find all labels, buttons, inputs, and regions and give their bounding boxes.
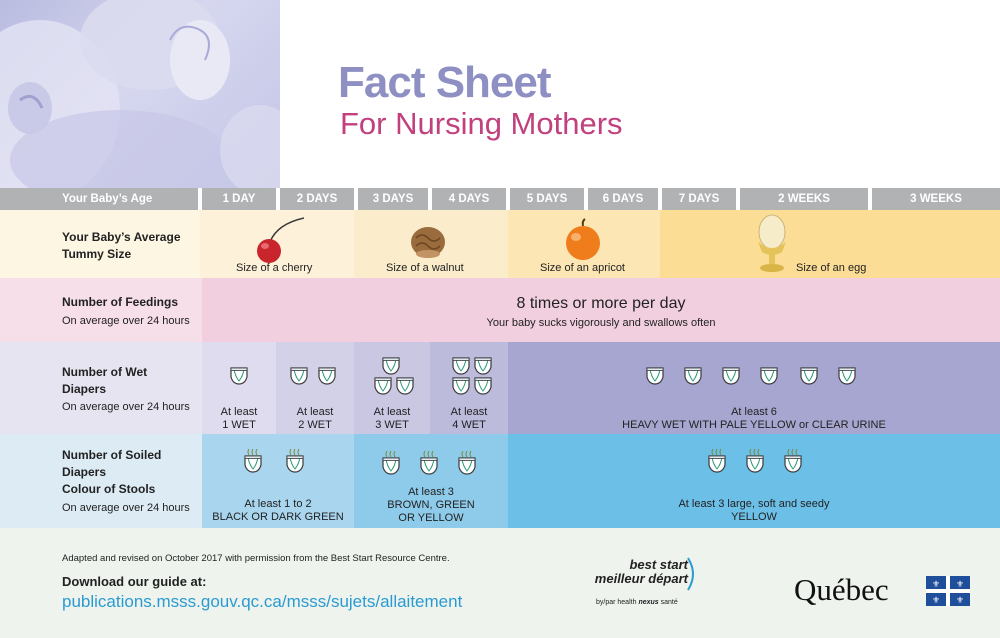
soiled-diaper-icon (420, 450, 438, 475)
wet-caption-2: At least 2 WET (296, 406, 334, 431)
tummy-caption-cherry: Size of a cherry (236, 262, 313, 274)
row-soiled-diapers: Number of Soiled Diapers Colour of Stool… (0, 434, 1000, 528)
age-col-6-days: 6 DAYS (588, 188, 658, 210)
svg-text:⚜: ⚜ (932, 596, 940, 606)
soiled-diaper-icon (708, 448, 726, 473)
wet-diaper-icon (396, 370, 414, 395)
row-wet-diapers: Number of Wet Diapers On average over 24… (0, 342, 1000, 434)
age-col-3-weeks: 3 WEEKS (872, 188, 1000, 210)
wet-caption-1: At least 1 WET (220, 406, 258, 431)
tummy-caption-walnut: Size of a walnut (386, 262, 464, 274)
soiled-caption-3: At least 3 large, soft and seedy YELLOW (678, 498, 830, 523)
soiled-caption-2: At least 3 BROWN, GREEN OR YELLOW (387, 486, 475, 524)
age-header-label: Your Baby’s Age (0, 188, 198, 210)
best-start-byline: by/par health nexus santé (596, 599, 678, 606)
quebec-logo-text: Québec (794, 572, 889, 607)
tummy-caption-apricot: Size of an apricot (540, 262, 625, 274)
wet-seg-1 (202, 342, 276, 434)
wet-diaper-icon (290, 360, 308, 385)
wet-diaper-icon (318, 360, 336, 385)
footer: Adapted and revised on October 2017 with… (0, 528, 1000, 638)
wet-caption-4: At least 4 WET (450, 406, 488, 431)
svg-text:⚜: ⚜ (956, 596, 964, 606)
soiled-diaper-icon (784, 448, 802, 473)
age-col-7-days: 7 DAYS (662, 188, 736, 210)
soiled-sub: On average over 24 hours (62, 502, 190, 514)
soiled-diaper-icon (458, 450, 476, 475)
soiled-diaper-icon (746, 448, 764, 473)
age-col-3-days: 3 DAYS (358, 188, 428, 210)
wet-seg-6 (508, 342, 1000, 434)
wet-diaper-icon (646, 360, 664, 385)
feedings-sub: On average over 24 hours (62, 315, 190, 327)
age-col-2-days: 2 DAYS (280, 188, 354, 210)
wet-diaper-icon (452, 370, 470, 395)
apricot-icon (566, 218, 600, 260)
soiled-label: Number of Soiled Diapers Colour of Stool… (62, 448, 162, 496)
wet-diaper-icon (474, 370, 492, 395)
wet-diaper-icon (474, 350, 492, 375)
age-col-4-days: 4 DAYS (432, 188, 506, 210)
soiled-seg-3 (508, 434, 1000, 528)
best-start-logo: best start meilleur départ (594, 557, 688, 586)
age-col-2-weeks: 2 WEEKS (740, 188, 868, 210)
svg-text:⚜: ⚜ (956, 580, 964, 590)
row-feedings: Number of Feedings On average over 24 ho… (0, 278, 1000, 342)
age-col-5-days: 5 DAYS (510, 188, 584, 210)
wet-seg-2 (276, 342, 354, 434)
footer-download-label: Download our guide at: (62, 574, 207, 589)
hero-image (0, 0, 280, 188)
wet-diaper-icon (382, 350, 400, 375)
feedings-label: Number of Feedings (62, 295, 179, 309)
page-title: Fact Sheet (338, 58, 552, 107)
feedings-seg (202, 278, 1000, 342)
footer-credit: Adapted and revised on October 2017 with… (62, 553, 450, 564)
wet-diaper-icon (722, 360, 740, 385)
wet-diaper-icon (374, 370, 392, 395)
page-subtitle: For Nursing Mothers (340, 106, 623, 141)
baby-nursing-illustration (0, 0, 280, 188)
egg-icon (758, 214, 786, 272)
walnut-icon (411, 227, 445, 258)
soiled-seg-1 (202, 434, 354, 528)
wet-sub: On average over 24 hours (62, 401, 190, 413)
wet-diaper-icon (838, 360, 856, 385)
quebec-flag-icon: ⚜ ⚜ ⚜ ⚜ (926, 576, 970, 606)
wet-diaper-icon (760, 360, 778, 385)
soiled-diaper-icon (244, 448, 262, 473)
wet-diaper-icon (452, 350, 470, 375)
wet-diaper-icon (800, 360, 818, 385)
tummy-caption-egg: Size of an egg (796, 262, 867, 274)
cherry-icon (257, 217, 305, 263)
best-start-arc-icon (687, 557, 694, 591)
feedings-main: 8 times or more per day (516, 295, 686, 312)
tummy-seg-egg (660, 210, 1000, 278)
feedings-detail: Your baby sucks vigorously and swallows … (486, 317, 716, 329)
soiled-diaper-icon (286, 448, 304, 473)
wet-label: Number of Wet Diapers (62, 365, 148, 396)
soiled-caption-1: At least 1 to 2 BLACK OR DARK GREEN (212, 498, 344, 523)
row-tummy-size: Your Baby’s Average Tummy Size Size of a… (0, 210, 1000, 278)
wet-caption-3: At least 3 WET (373, 406, 411, 431)
wet-caption-6: At least 6 HEAVY WET WITH PALE YELLOW or … (622, 406, 886, 431)
soiled-diaper-icon (382, 450, 400, 475)
svg-text:⚜: ⚜ (932, 580, 940, 590)
soiled-seg-2 (354, 434, 508, 528)
wet-seg-3 (354, 342, 430, 434)
wet-diaper-icon (230, 360, 248, 385)
age-col-1-day: 1 DAY (202, 188, 276, 210)
tummy-label: Your Baby’s Average Tummy Size (62, 230, 181, 261)
wet-diaper-icon (684, 360, 702, 385)
footer-guide-link[interactable]: publications.msss.gouv.qc.ca/msss/sujets… (62, 592, 463, 611)
